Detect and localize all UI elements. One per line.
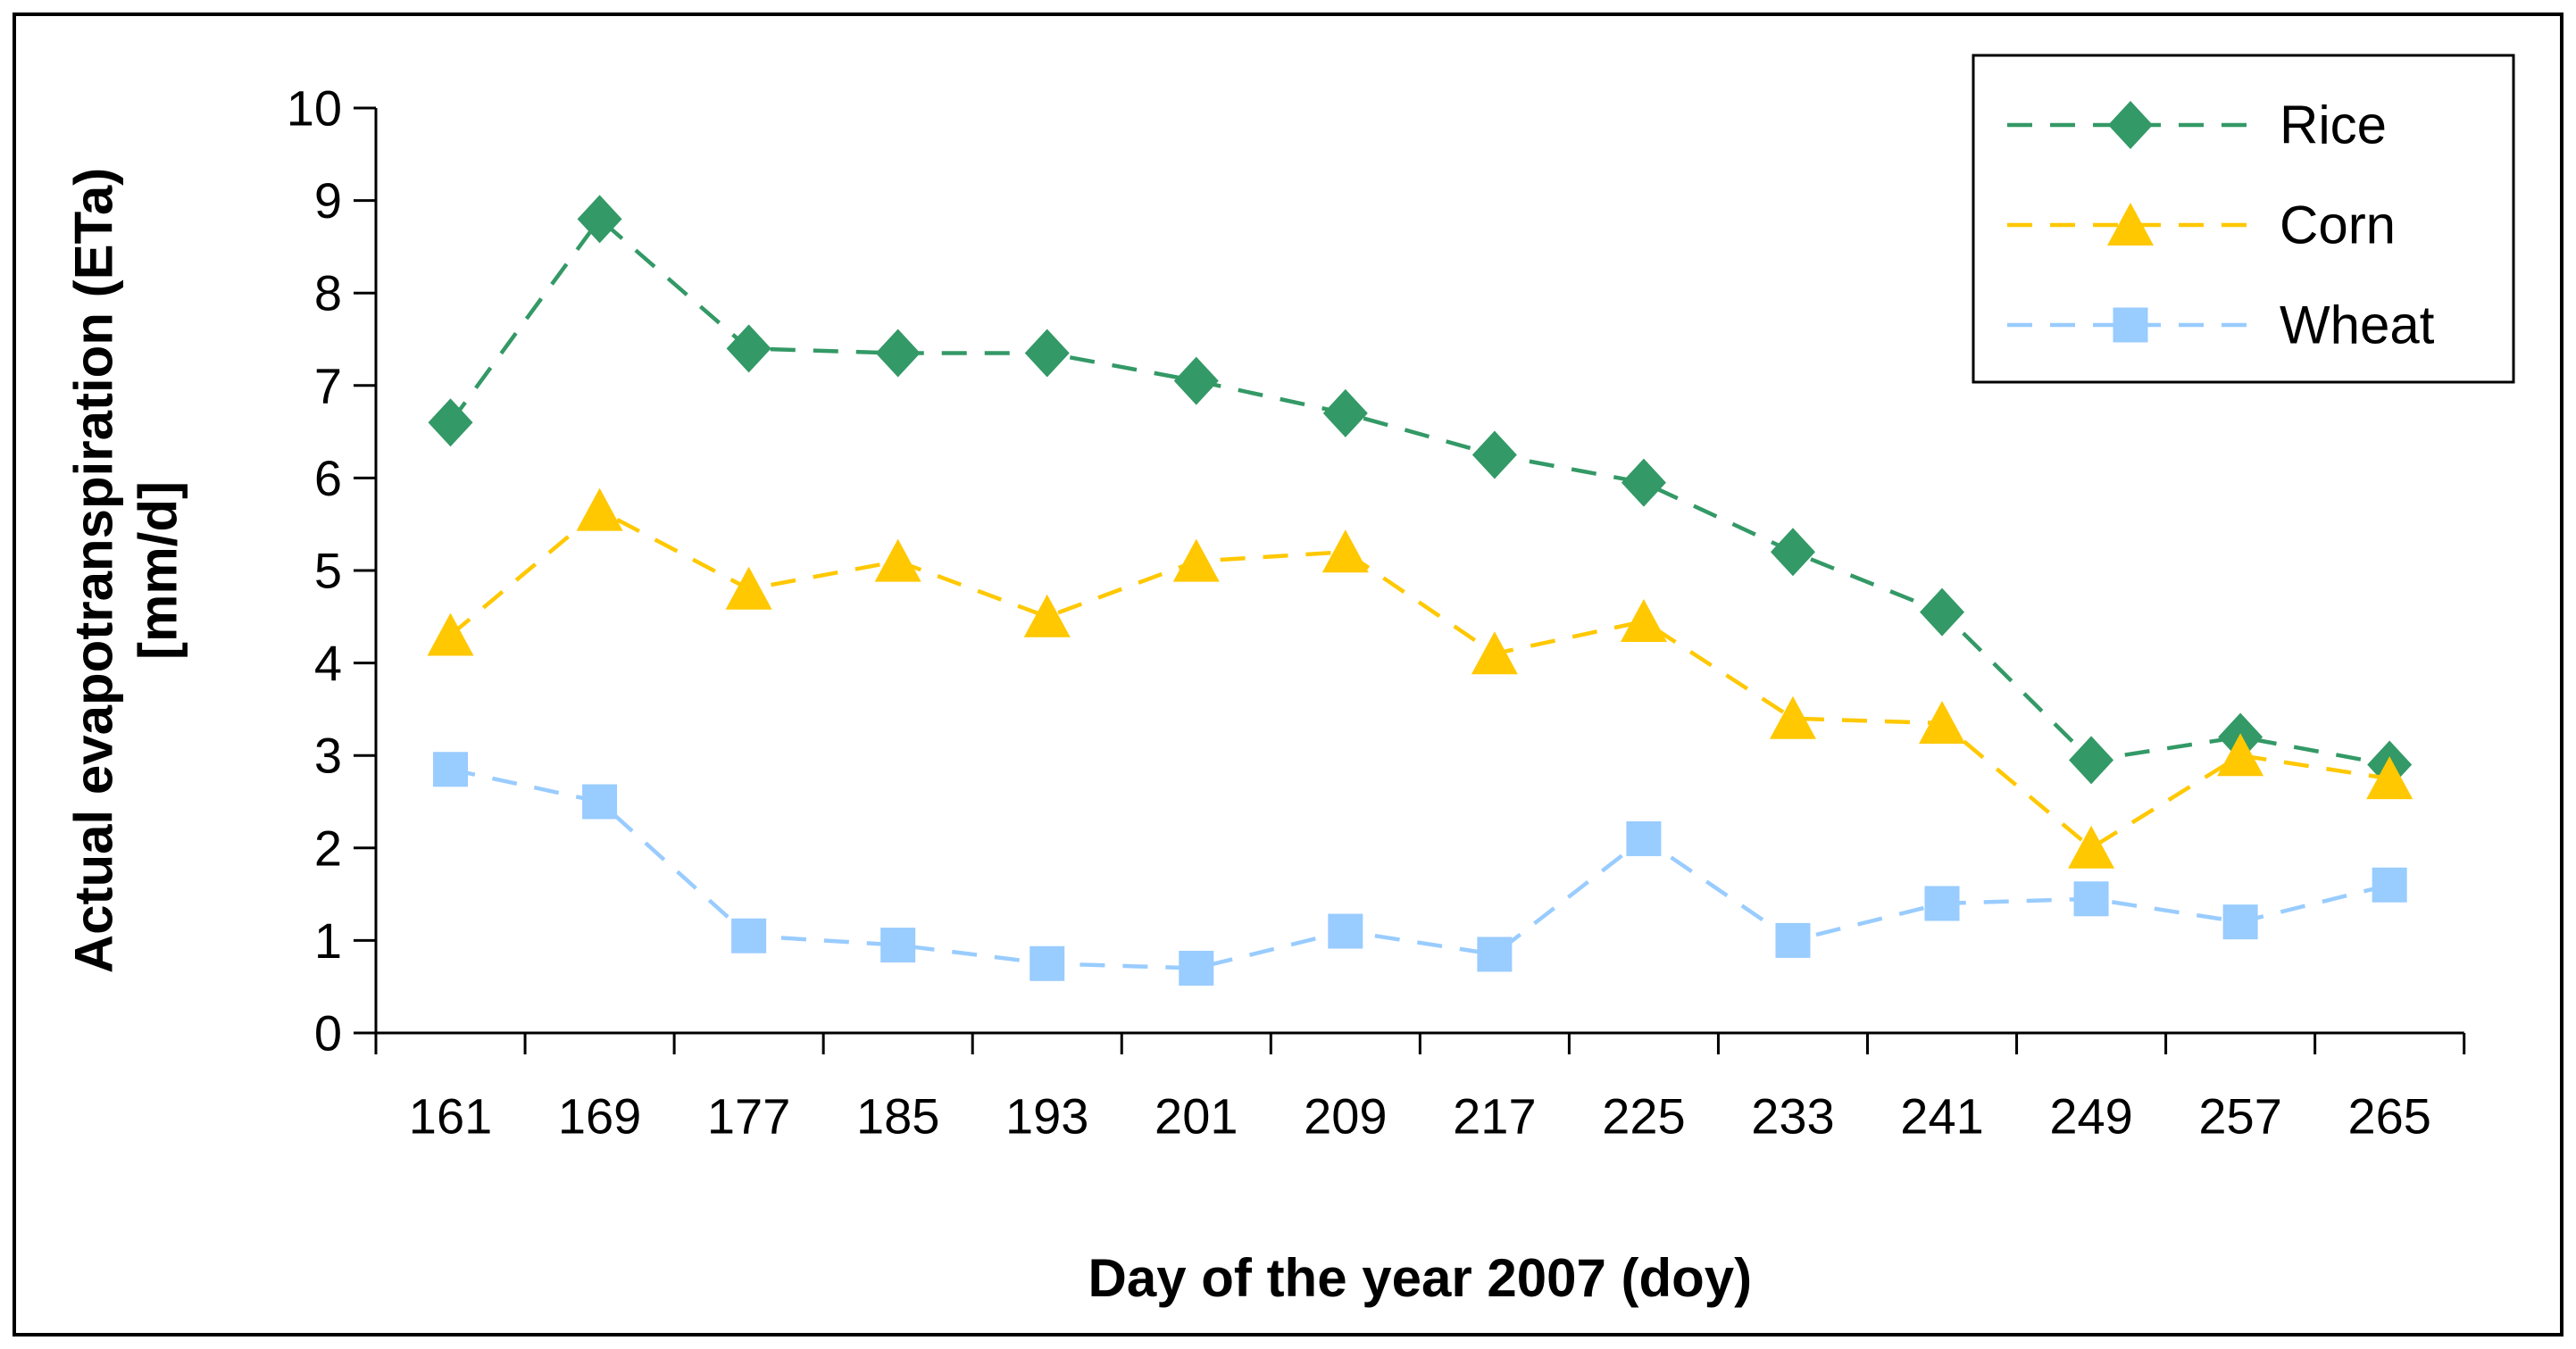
marker-wheat bbox=[880, 928, 916, 963]
marker-wheat bbox=[1924, 886, 1960, 921]
marker-corn bbox=[576, 487, 623, 531]
marker-corn bbox=[874, 538, 921, 582]
marker-corn bbox=[1620, 598, 1667, 642]
legend: Rice Corn Wheat bbox=[1972, 54, 2515, 384]
y-tick-label: 2 bbox=[314, 820, 342, 876]
figure-border bbox=[13, 12, 2563, 1337]
legend-entry-wheat: Wheat bbox=[2007, 296, 2435, 355]
x-tick-label: 193 bbox=[1005, 1088, 1088, 1145]
marker-corn bbox=[1769, 695, 1816, 739]
y-tick-label: 9 bbox=[314, 172, 342, 229]
y-axis-title-line1: Actual evapotranspiration (ETa) bbox=[64, 168, 124, 973]
marker-wheat bbox=[1328, 913, 1363, 949]
x-tick-label: 185 bbox=[856, 1088, 939, 1145]
y-tick-label: 0 bbox=[314, 1005, 342, 1062]
x-tick-label: 265 bbox=[2347, 1088, 2430, 1145]
marker-wheat bbox=[2073, 881, 2109, 917]
marker-wheat bbox=[582, 784, 618, 820]
marker-corn bbox=[2068, 825, 2115, 869]
legend-entry-rice: Rice bbox=[2007, 96, 2387, 155]
marker-corn bbox=[1919, 700, 1966, 744]
marker-corn bbox=[1023, 594, 1071, 637]
y-tick-label: 3 bbox=[314, 728, 342, 784]
y-tick-label: 5 bbox=[314, 543, 342, 599]
x-tick-label: 177 bbox=[707, 1088, 790, 1145]
marker-wheat bbox=[1179, 950, 1214, 986]
legend-label-corn: Corn bbox=[2280, 196, 2396, 255]
x-tick-label: 225 bbox=[1602, 1088, 1685, 1145]
y-tick-label: 10 bbox=[287, 80, 342, 137]
x-tick-label: 249 bbox=[2049, 1088, 2132, 1145]
x-axis-title: Day of the year 2007 (doy) bbox=[1088, 1248, 1753, 1308]
y-tick-label: 4 bbox=[314, 635, 342, 691]
marker-corn bbox=[1321, 529, 1369, 573]
legend-label-rice: Rice bbox=[2280, 96, 2387, 155]
marker-wheat bbox=[433, 752, 469, 787]
marker-rice bbox=[1322, 388, 1368, 437]
x-tick-label: 201 bbox=[1155, 1088, 1238, 1145]
legend-entry-corn: Corn bbox=[2007, 196, 2396, 255]
marker-rice bbox=[1024, 329, 1070, 378]
x-tick-label: 241 bbox=[1900, 1088, 1983, 1145]
marker-wheat bbox=[1775, 922, 1811, 958]
marker-wheat bbox=[2222, 904, 2258, 940]
marker-corn bbox=[725, 566, 772, 610]
marker-corn bbox=[1471, 631, 1518, 675]
axes: 0 1 2 3 4 5 6 7 8 9 10 161 169 177 185 193 201 209 217 225 2… bbox=[287, 80, 2466, 1145]
legend-label-wheat: Wheat bbox=[2280, 296, 2435, 355]
series-line-rice bbox=[448, 216, 2390, 767]
marker-wheat bbox=[1626, 820, 1662, 856]
marker-rice bbox=[1920, 587, 1965, 637]
series-line-corn bbox=[449, 507, 2390, 851]
marker-wheat bbox=[1477, 937, 1513, 972]
legend-marker-wheat bbox=[2113, 307, 2148, 343]
x-tick-label: 209 bbox=[1304, 1088, 1387, 1145]
marker-corn bbox=[1172, 538, 1220, 582]
y-tick-label: 8 bbox=[314, 265, 342, 321]
marker-wheat bbox=[1030, 945, 1065, 981]
x-tick-label: 169 bbox=[558, 1088, 641, 1145]
x-tick-label: 217 bbox=[1453, 1088, 1536, 1145]
marker-wheat bbox=[2372, 867, 2407, 903]
legend-marker-rice bbox=[2108, 101, 2153, 149]
marker-rice bbox=[1471, 430, 1517, 479]
series-rice bbox=[428, 195, 2413, 789]
marker-rice bbox=[1770, 528, 1815, 577]
marker-corn bbox=[427, 612, 474, 656]
marker-corn bbox=[2366, 756, 2413, 800]
marker-rice bbox=[577, 195, 622, 244]
marker-rice bbox=[875, 329, 921, 378]
x-tick-label: 257 bbox=[2198, 1088, 2281, 1145]
marker-wheat bbox=[731, 918, 767, 953]
marker-rice bbox=[726, 324, 771, 373]
marker-corn bbox=[2217, 733, 2264, 777]
marker-rice bbox=[1621, 458, 1666, 507]
legend-marker-corn bbox=[2107, 203, 2154, 246]
series-wheat bbox=[433, 752, 2407, 986]
x-tick-label: 233 bbox=[1751, 1088, 1834, 1145]
legend-box bbox=[1972, 54, 2515, 384]
y-tick-label: 7 bbox=[314, 357, 342, 413]
marker-rice bbox=[428, 398, 473, 447]
y-tick-label: 6 bbox=[314, 450, 342, 506]
series-corn bbox=[427, 487, 2413, 869]
x-tick-label: 161 bbox=[409, 1088, 492, 1145]
marker-rice bbox=[2069, 736, 2114, 785]
series-line-wheat bbox=[450, 767, 2390, 970]
y-axis-title-line2: [mm/d] bbox=[129, 481, 188, 660]
marker-rice bbox=[1173, 356, 1219, 405]
y-tick-label: 1 bbox=[314, 912, 342, 969]
